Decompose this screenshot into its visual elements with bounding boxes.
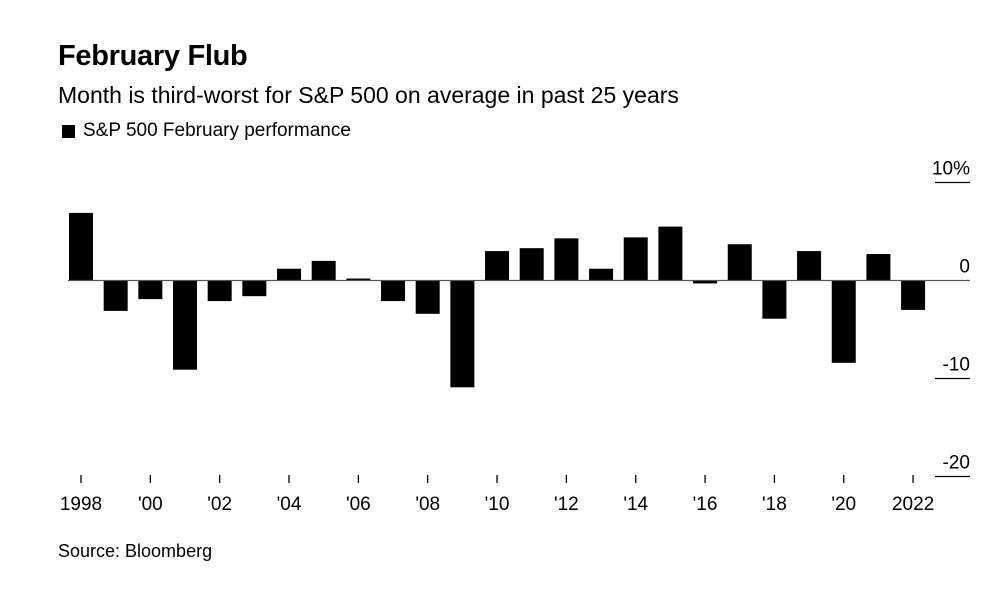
xtick-label: '14 (623, 494, 648, 515)
xtick-label: 1998 (60, 494, 102, 515)
bar-2015 (658, 226, 683, 281)
xtick-label: '06 (346, 494, 371, 515)
legend: S&P 500 February performance (62, 120, 351, 142)
bar-2021 (866, 254, 891, 281)
legend-label: S&P 500 February performance (83, 120, 351, 141)
bar-2016 (693, 280, 718, 284)
xtick-label: '20 (831, 494, 856, 515)
bar-2000 (138, 280, 163, 300)
bar-2007 (381, 280, 406, 302)
bar-2019 (797, 251, 822, 281)
bar-2013 (589, 268, 614, 281)
xtick-label: '16 (693, 494, 718, 515)
bar-2001 (173, 280, 198, 370)
bar-2004 (277, 268, 302, 281)
legend-swatch (62, 124, 75, 138)
chart-title: February Flub (58, 40, 248, 72)
bar-2010 (485, 251, 510, 281)
bar-2014 (623, 237, 648, 281)
xtick-label: '04 (277, 494, 302, 515)
bar-2009 (450, 280, 475, 388)
bar-2017 (727, 244, 752, 281)
bar-2006 (346, 278, 371, 281)
xtick-label: '00 (138, 494, 163, 515)
bar-2005 (311, 260, 336, 281)
bar-2008 (415, 280, 440, 314)
xtick-label: '02 (207, 494, 232, 515)
source-note: Source: Bloomberg (58, 541, 213, 561)
bar-1999 (103, 280, 128, 311)
xtick-label: '18 (762, 494, 787, 515)
ytick-label: 10% (932, 159, 970, 180)
xtick-label: 2022 (892, 494, 934, 515)
bar-2018 (762, 280, 787, 319)
bar-2003 (242, 280, 267, 297)
ytick-label: 0 (959, 257, 970, 278)
bar-2011 (519, 248, 544, 281)
xtick-label: '12 (554, 494, 579, 515)
bar-2022 (901, 280, 926, 310)
xtick-label: '10 (485, 494, 510, 515)
chart-subtitle: Month is third-worst for S&P 500 on aver… (58, 82, 679, 108)
bar-2012 (554, 238, 579, 281)
xtick-label: '08 (415, 494, 440, 515)
bar-2020 (831, 280, 856, 363)
ytick-label: -10 (943, 355, 970, 376)
bar-2002 (207, 280, 232, 302)
ytick-label: -20 (943, 453, 970, 474)
bar-1998 (69, 212, 93, 281)
